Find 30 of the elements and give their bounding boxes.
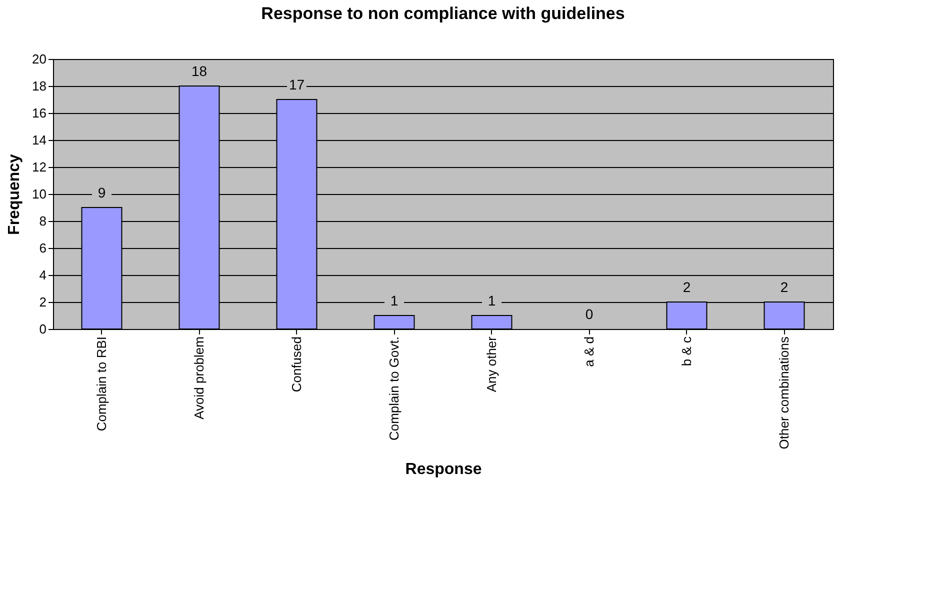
data-label: 2 [682,279,691,295]
y-axis-title: Frequency [6,154,24,235]
y-tick-label: 6 [39,240,46,256]
x-tick-label: a & d [581,336,596,367]
x-tick-label: Complain to Govt. [386,336,402,441]
x-tick-label: Other combinations [776,336,792,450]
y-tick-label: 0 [39,322,46,336]
y-tick-label: 10 [32,186,46,202]
data-label: 2 [780,279,788,295]
x-tick-label: Confused [288,336,304,392]
data-label: 1 [488,292,496,308]
data-label: 18 [191,63,208,79]
data-label: 17 [288,76,305,92]
y-tick-label: 8 [39,214,46,228]
x-tick-label: Avoid problem [191,336,206,420]
x-tick-label: Any other [484,336,499,392]
y-tick-label: 20 [32,52,46,66]
data-label: 9 [98,184,106,200]
y-tick-label: 4 [39,268,46,282]
y-tick-label: 18 [32,78,46,94]
x-tick-label: Complain to RBI [94,336,109,432]
data-label: 1 [390,292,398,308]
y-tick-label: 16 [32,106,46,120]
y-tick-label: 12 [32,160,46,174]
y-tick-label: 14 [32,132,46,148]
x-axis-title: Response [405,461,482,478]
chart-title: Response to non compliance with guidelines [261,4,625,23]
y-tick-label: 2 [39,294,46,310]
x-tick-label: b & c [678,336,694,366]
data-label: 0 [585,306,594,322]
